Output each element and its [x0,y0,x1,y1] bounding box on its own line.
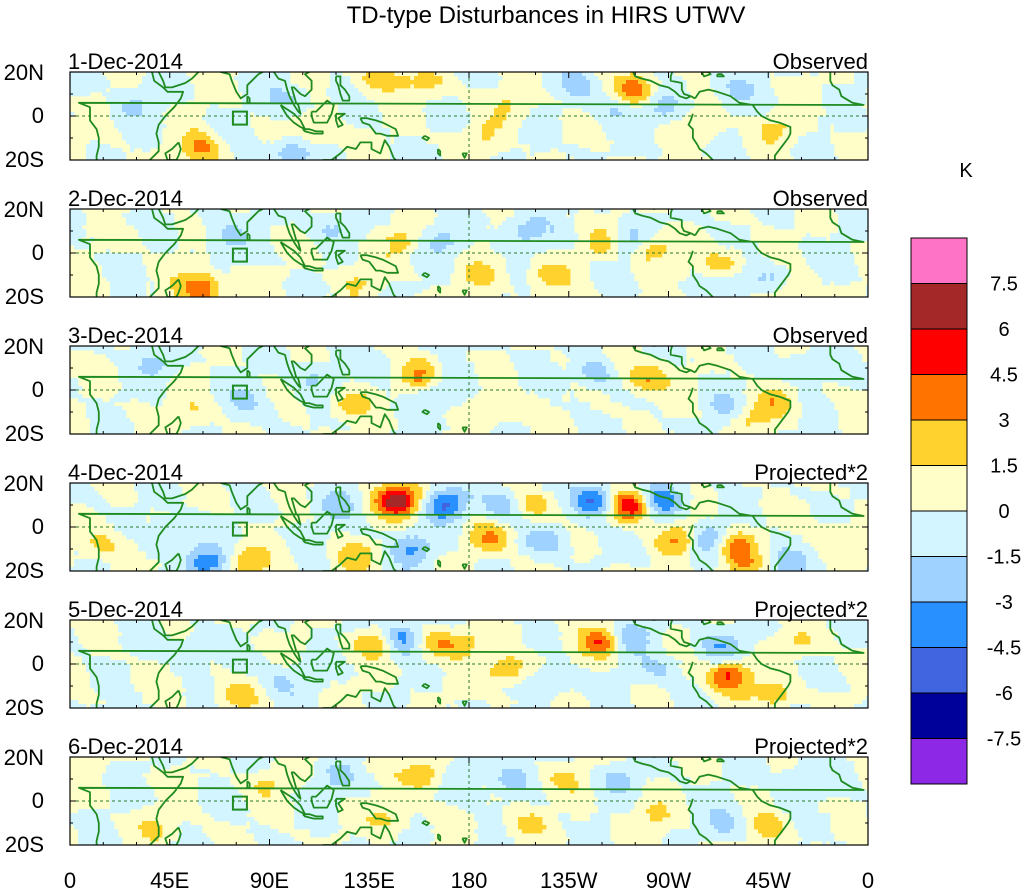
latitude-label: 20S [5,421,44,446]
colorbar-swatch [910,556,968,603]
longitude-label: 0 [862,868,874,890]
longitude-label: 90E [250,868,289,890]
latitude-label: 20S [5,147,44,172]
region-box-marker [231,795,248,811]
latitude-label: 20S [5,832,44,857]
panel-label: Observed [773,186,868,211]
coastlines [78,483,865,571]
coastlines [78,620,865,708]
latitude-label: 0 [32,240,44,265]
region-box-marker [231,521,248,537]
latitude-label: 20S [5,695,44,720]
coastlines [78,72,865,160]
coastlines [78,757,865,845]
latitude-label: 0 [32,377,44,402]
region-box-marker [231,110,248,126]
region-box-marker [231,384,248,400]
latitude-label: 20S [5,284,44,309]
colorbar-swatch [910,738,968,785]
colorbar-label: 0 [998,501,1009,523]
longitude-label: 135W [540,868,598,890]
longitude-label: 180 [451,868,488,890]
colorbar-label: 1.5 [990,456,1018,478]
colorbar-swatch [910,465,968,512]
panel-date: 5-Dec-2014 [68,597,183,622]
panel-date: 4-Dec-2014 [68,460,183,485]
map-panel: 20N 0 20S 6-Dec-2014 Projected*2 [4,734,869,857]
latitude-label: 20N [4,471,44,496]
panel-label: Observed [773,49,868,74]
map-panel: 20N 0 20S 1-Dec-2014 Observed [4,49,869,172]
map-panel: 20N 0 20S 2-Dec-2014 Observed [4,186,869,309]
colorbar-swatch [910,237,968,284]
longitude-label: 45E [150,868,189,890]
colorbar-units: K [959,160,973,182]
colorbar-swatch [910,601,968,648]
map-panel: 20N 0 20S 3-Dec-2014 Observed [4,323,869,446]
coastlines [78,209,865,297]
shaded-field [70,72,868,160]
figure-title: TD-type Disturbances in HIRS UTWV [347,2,746,29]
colorbar-swatch [910,647,968,694]
longitude-label: 0 [64,868,76,890]
region-box-marker [231,658,248,674]
map-panel: 20N 0 20S 5-Dec-2014 Projected*2 [4,597,869,720]
colorbar-swatch [910,374,968,421]
latitude-label: 0 [32,514,44,539]
colorbar-label: -6 [995,683,1013,705]
panel-label: Projected*2 [754,460,868,485]
colorbar-swatch [910,510,968,557]
shaded-field [70,620,868,708]
longitude-axis: 0 45E 90E 135E 180 135W 90W 45W 0 [64,868,874,890]
region-box-marker [231,247,248,263]
panel-date: 3-Dec-2014 [68,323,183,348]
latitude-label: 0 [32,788,44,813]
shaded-field [70,346,868,434]
latitude-label: 0 [32,103,44,128]
latitude-label: 20N [4,745,44,770]
latitude-label: 20N [4,60,44,85]
panel-date: 6-Dec-2014 [68,734,183,759]
latitude-label: 20N [4,334,44,359]
latitude-label: 0 [32,651,44,676]
colorbar-label: 6 [998,319,1009,341]
colorbar-label: 7.5 [990,274,1018,296]
latitude-label: 20N [4,608,44,633]
coastlines [78,346,865,434]
panel-date: 1-Dec-2014 [68,49,183,74]
colorbar-swatch [910,283,968,330]
colorbar-label: -3 [995,592,1013,614]
panel-date: 2-Dec-2014 [68,186,183,211]
longitude-label: 90W [646,868,691,890]
colorbar: K 7.5 6 4.5 3 1.5 0 -1.5 -3 -4.5 -6 -7.5 [910,160,1021,785]
colorbar-swatch [910,692,968,739]
latitude-label: 20N [4,197,44,222]
colorbar-label: -4.5 [987,638,1021,660]
colorbar-label: 4.5 [990,365,1018,387]
colorbar-label: -7.5 [987,729,1021,751]
map-panels: 20N 0 20S 1-Dec-2014 Observed 20N 0 20S 2-Dec-20… [4,49,869,857]
panel-label: Observed [773,323,868,348]
longitude-label: 45W [746,868,791,890]
panel-label: Projected*2 [754,734,868,759]
colorbar-label: 3 [998,410,1009,432]
colorbar-label: -1.5 [987,547,1021,569]
map-panel: 20N 0 20S 4-Dec-2014 Projected*2 [4,460,869,583]
colorbar-swatch [910,419,968,466]
latitude-label: 20S [5,558,44,583]
longitude-label: 135E [344,868,395,890]
colorbar-swatch [910,328,968,375]
panel-label: Projected*2 [754,597,868,622]
